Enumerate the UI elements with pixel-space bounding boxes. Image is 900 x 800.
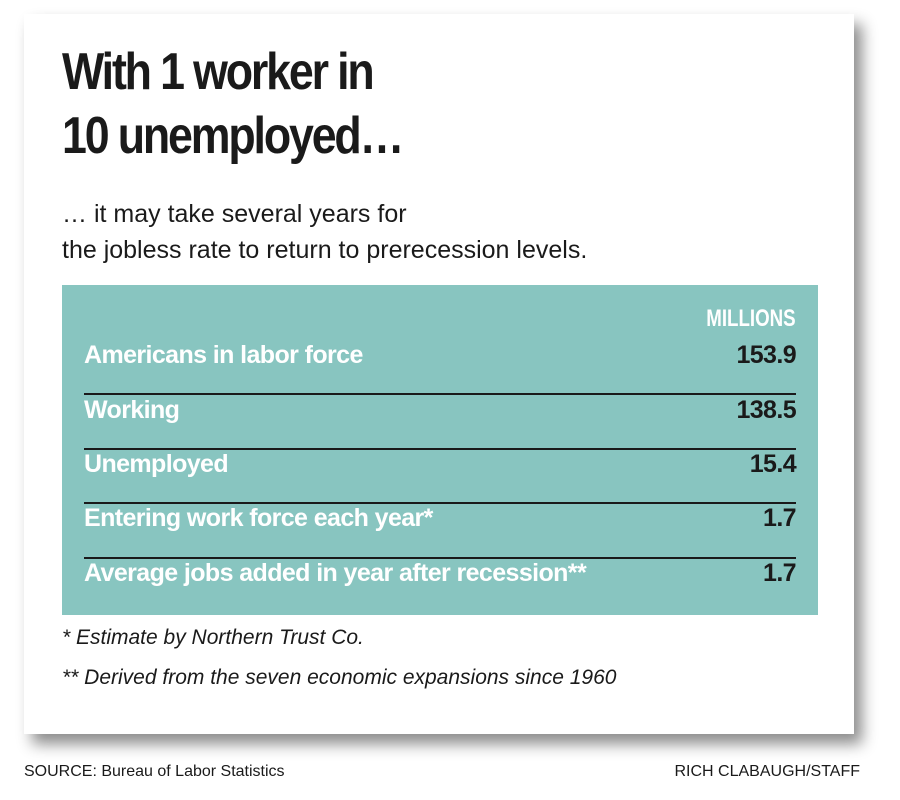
row-label: Working <box>84 395 180 424</box>
row-divider <box>84 502 796 504</box>
data-table: MILLIONS Americans in labor force 153.9 W… <box>62 285 818 615</box>
table-row: Average jobs added in year after recessi… <box>84 546 797 600</box>
row-label: Americans in labor force <box>84 340 363 369</box>
row-value: 1.7 <box>763 558 797 587</box>
row-value: 15.4 <box>749 449 797 478</box>
table-row: Entering work force each year* 1.7 <box>84 491 797 545</box>
row-label: Entering work force each year* <box>84 503 433 532</box>
subtitle: … it may take several years for the joble… <box>62 196 587 268</box>
unit-label: MILLIONS <box>706 305 796 332</box>
row-divider <box>84 393 796 395</box>
credit: RICH CLABAUGH/STAFF <box>674 763 861 780</box>
headline-line-1: With 1 worker in <box>62 43 375 101</box>
row-divider <box>84 448 796 450</box>
subtitle-line-1: … it may take several years for <box>62 200 407 228</box>
headline: With 1 worker in 10 unemployed… <box>62 40 404 168</box>
subtitle-line-2: the jobless rate to return to prerecessi… <box>62 236 588 264</box>
source-note: SOURCE: Bureau of Labor Statistics <box>24 763 285 780</box>
table-row: Unemployed 15.4 <box>84 437 797 491</box>
headline-line-2: 10 unemployed… <box>62 107 404 165</box>
row-value: 153.9 <box>736 340 796 369</box>
table-row: Americans in labor force 153.9 <box>84 328 797 382</box>
row-label: Unemployed <box>84 449 229 478</box>
row-label: Average jobs added in year after recessi… <box>84 558 587 587</box>
footnote: * Estimate by Northern Trust Co. <box>62 626 364 649</box>
row-divider <box>84 557 796 559</box>
row-value: 138.5 <box>736 395 796 424</box>
infographic-card: With 1 worker in 10 unemployed… … it may … <box>24 14 854 734</box>
footnote: ** Derived from the seven economic expan… <box>62 666 617 689</box>
table-row: Working 138.5 <box>84 383 797 437</box>
row-value: 1.7 <box>763 503 797 532</box>
